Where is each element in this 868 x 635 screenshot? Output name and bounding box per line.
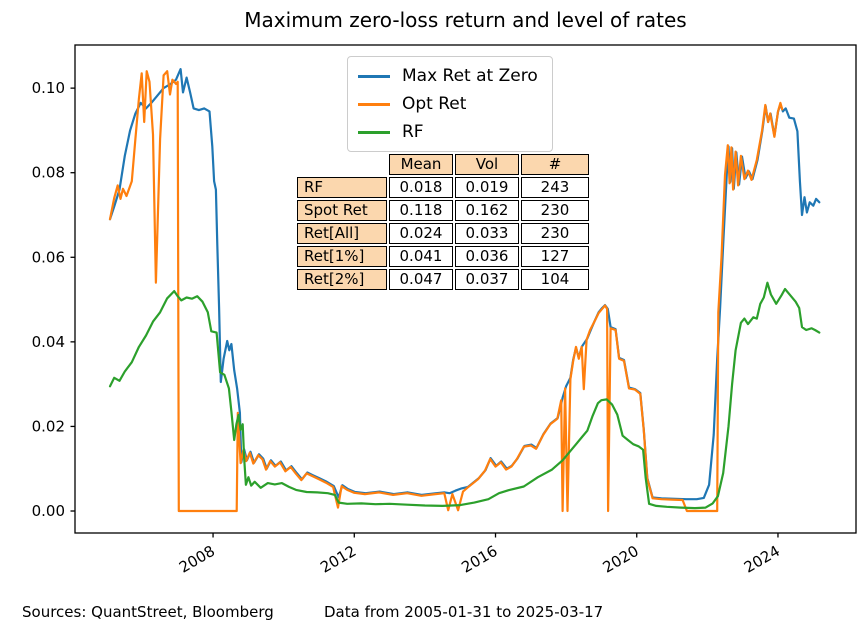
table-cell: 104 — [521, 269, 589, 290]
y-tick-label: 0.08 — [32, 164, 65, 182]
table-cell: 0.037 — [455, 269, 519, 290]
y-tick-label: 0.04 — [32, 333, 65, 351]
x-tick-label: 2008 — [176, 542, 218, 577]
legend-line-swatch — [358, 74, 390, 78]
row-label: Spot Ret — [297, 200, 387, 221]
table-row: Ret[2%] 0.047 0.037 104 — [297, 269, 589, 290]
row-label: Ret[All] — [297, 223, 387, 244]
footer-data-range: Data from 2005-01-31 to 2025-03-17 — [324, 603, 604, 621]
column-header: Vol — [455, 154, 519, 175]
footer-sources: Sources: QuantStreet, Bloomberg — [22, 603, 274, 621]
y-tick-label: 0.06 — [32, 248, 65, 266]
table-corner-cell — [297, 154, 387, 175]
table-cell: 0.041 — [389, 246, 453, 267]
legend-label: Max Ret at Zero — [402, 66, 538, 86]
table-header-row: Mean Vol # — [297, 154, 589, 175]
table-row: Spot Ret 0.118 0.162 230 — [297, 200, 589, 221]
table-row: Ret[All] 0.024 0.033 230 — [297, 223, 589, 244]
legend-item-opt-ret: Opt Ret — [358, 94, 538, 114]
legend-line-swatch — [358, 102, 390, 106]
table-cell: 0.019 — [455, 177, 519, 198]
x-tick-label: 2024 — [741, 542, 783, 577]
axes-spines — [74, 44, 857, 534]
table-row: Ret[1%] 0.041 0.036 127 — [297, 246, 589, 267]
table-cell: 0.118 — [389, 200, 453, 221]
y-tick-label: 0.00 — [32, 502, 65, 520]
series-line-rf — [108, 281, 821, 510]
y-tick-label: 0.02 — [32, 417, 65, 435]
plot-area: 0.00 0.02 0.04 0.06 0.08 0.10 2008 2012 2016 2020… — [32, 44, 857, 577]
table-cell: 0.033 — [455, 223, 519, 244]
table-cell: 230 — [521, 223, 589, 244]
x-tick-label: 2016 — [458, 542, 500, 577]
table-cell: 0.162 — [455, 200, 519, 221]
column-header: # — [521, 154, 589, 175]
legend-line-swatch — [358, 130, 390, 134]
row-label: RF — [297, 177, 387, 198]
y-tick-label: 0.10 — [32, 79, 65, 97]
table-cell: 0.047 — [389, 269, 453, 290]
legend-label: Opt Ret — [402, 94, 467, 114]
row-label: Ret[2%] — [297, 269, 387, 290]
row-label: Ret[1%] — [297, 246, 387, 267]
legend-label: RF — [402, 122, 424, 142]
legend-item-rf: RF — [358, 122, 538, 142]
x-tick-label: 2020 — [600, 542, 642, 577]
table-cell: 243 — [521, 177, 589, 198]
table-row: RF 0.018 0.019 243 — [297, 177, 589, 198]
legend-item-max-ret-at-zero: Max Ret at Zero — [358, 66, 538, 86]
column-header: Mean — [389, 154, 453, 175]
legend: Max Ret at Zero Opt Ret RF — [347, 56, 553, 152]
x-tick-label: 2012 — [317, 542, 359, 577]
table-cell: 0.036 — [455, 246, 519, 267]
stats-table: Mean Vol # RF 0.018 0.019 243 Spot Ret 0.118 0.16… — [295, 152, 591, 292]
table-cell: 0.018 — [389, 177, 453, 198]
table-cell: 127 — [521, 246, 589, 267]
chart-title: Maximum zero-loss return and level of ra… — [244, 8, 687, 32]
table-cell: 230 — [521, 200, 589, 221]
table-cell: 0.024 — [389, 223, 453, 244]
